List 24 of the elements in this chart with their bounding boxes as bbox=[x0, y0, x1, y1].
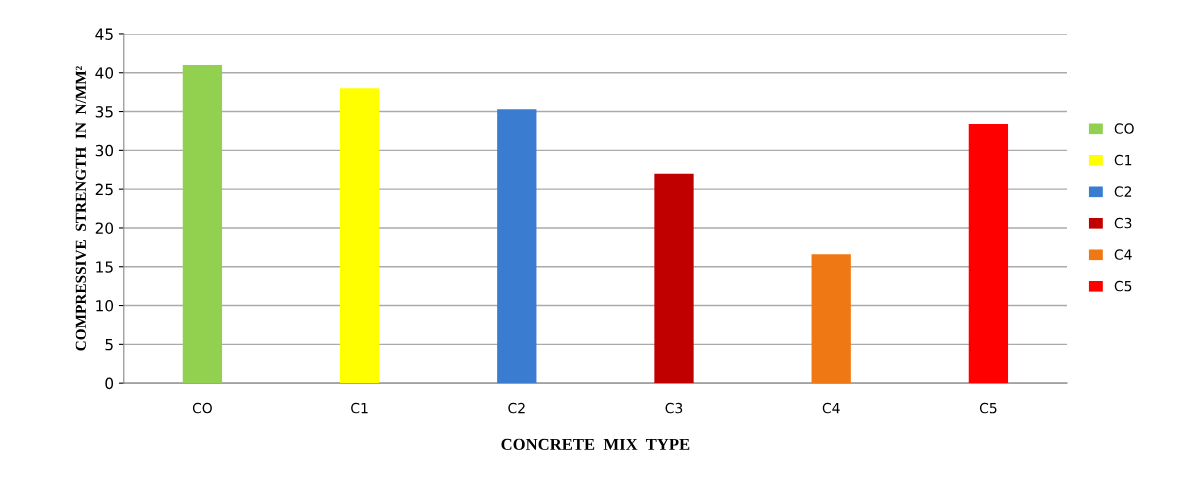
x-axis-title: CONCRETE MIX TYPE bbox=[501, 438, 690, 450]
legend-label: C3 bbox=[1114, 217, 1132, 229]
legend-label: C2 bbox=[1114, 186, 1132, 197]
y-axis-title: COMPRESSIVE STRENGTH IN N/MM² bbox=[75, 66, 87, 351]
legend-label: C5 bbox=[1114, 280, 1132, 292]
y-tick-label: 10 bbox=[96, 300, 114, 312]
y-tick-label: 0 bbox=[105, 377, 114, 390]
y-tick-label: 35 bbox=[95, 106, 113, 118]
x-tick-label: CO bbox=[192, 402, 212, 414]
y-tick-label: 25 bbox=[95, 183, 113, 196]
x-tick-label: C2 bbox=[508, 402, 525, 414]
x-tick-label: C5 bbox=[979, 402, 997, 414]
x-tick-label: C3 bbox=[665, 402, 683, 414]
legend-label: CO bbox=[1114, 123, 1134, 134]
y-tick-label: 45 bbox=[95, 28, 113, 40]
x-tick-label: C1 bbox=[351, 402, 368, 414]
x-tick-label: C4 bbox=[822, 402, 840, 414]
legend-label: C4 bbox=[1114, 249, 1132, 260]
y-tick-label: 15 bbox=[96, 261, 113, 273]
y-tick-label: 20 bbox=[95, 222, 114, 234]
y-tick-label: 5 bbox=[105, 339, 113, 351]
legend-label: C1 bbox=[1114, 154, 1132, 166]
y-tick-label: 40 bbox=[95, 67, 114, 79]
y-tick-label: 30 bbox=[95, 144, 114, 157]
